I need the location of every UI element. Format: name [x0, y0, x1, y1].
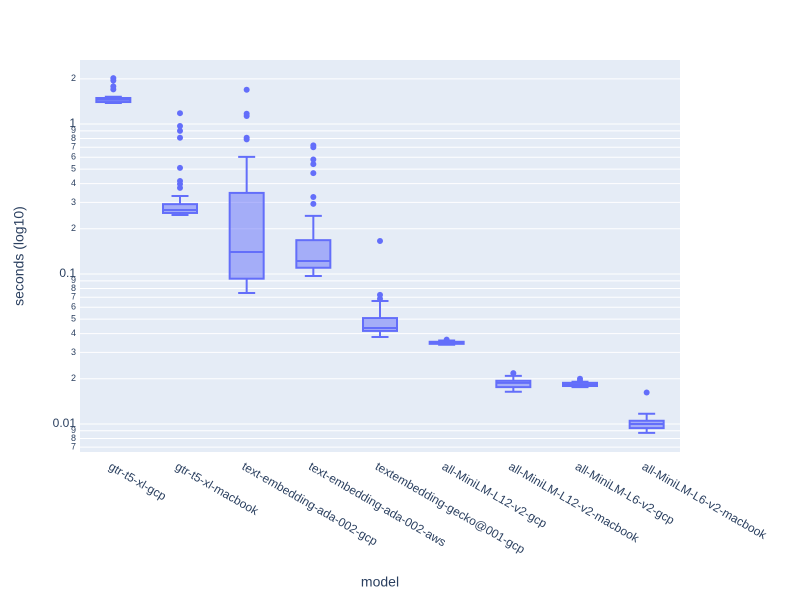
y-tick-label: 3: [71, 347, 76, 357]
outlier: [310, 193, 317, 200]
y-tick-label: 0.01: [53, 416, 77, 430]
outlier: [310, 144, 317, 151]
outlier: [243, 86, 250, 93]
y-tick-label: 6: [71, 302, 76, 312]
outlier: [177, 134, 183, 141]
y-tick-label: 8: [71, 433, 76, 443]
y-tick-label: 8: [71, 283, 76, 293]
y-tick-label: 6: [71, 152, 76, 162]
box: [495, 379, 532, 389]
y-tick-label: 9: [71, 125, 76, 135]
outlier: [243, 113, 250, 120]
outlier: [177, 164, 183, 171]
x-axis-title: model: [361, 574, 399, 590]
y-tick-label: 8: [71, 133, 76, 143]
box: [162, 203, 198, 214]
box: [228, 191, 265, 280]
x-tick-label: all-MiniLM-L12-v2-macbook: [506, 459, 642, 546]
box: [295, 239, 332, 269]
y-tick-label: 9: [71, 425, 76, 435]
y-tick-label: 2: [71, 223, 76, 233]
y-tick-label: 7: [71, 442, 76, 452]
y-tick-label: 1: [69, 116, 76, 130]
x-tick-label: gtr-t5-xl-gcp: [106, 459, 169, 503]
plot-area: [80, 60, 680, 452]
outlier: [577, 377, 583, 384]
outlier: [310, 161, 317, 168]
outlier: [243, 136, 250, 143]
outlier: [310, 156, 317, 163]
outlier: [177, 127, 183, 134]
x-tick-label: all-MiniLM-L6-v2-macbook: [640, 459, 770, 542]
y-tick-label: 7: [71, 142, 76, 152]
y-tick-label: 3: [71, 197, 76, 207]
y-tick-label: 5: [71, 163, 76, 173]
outlier: [110, 86, 117, 93]
y-tick-label: 7: [71, 292, 76, 302]
outlier: [643, 389, 650, 396]
outlier: [443, 336, 450, 343]
y-axis-title: seconds (log10): [11, 206, 27, 306]
outlier: [110, 77, 117, 84]
y-tick-label: 0.1: [59, 266, 76, 280]
y-tick-label: 2: [71, 373, 76, 383]
outlier: [510, 370, 517, 377]
outlier: [177, 122, 183, 129]
y-tick-label: 9: [71, 275, 76, 285]
y-tick-label: 4: [71, 328, 76, 338]
outlier: [310, 170, 317, 177]
y-tick-label: 5: [71, 313, 76, 323]
outlier: [177, 184, 183, 191]
outlier: [310, 200, 317, 207]
outlier: [377, 237, 383, 244]
outlier: [177, 110, 183, 117]
y-tick-label: 4: [71, 178, 76, 188]
y-tick-label: 2: [71, 73, 76, 83]
outlier: [377, 295, 383, 302]
